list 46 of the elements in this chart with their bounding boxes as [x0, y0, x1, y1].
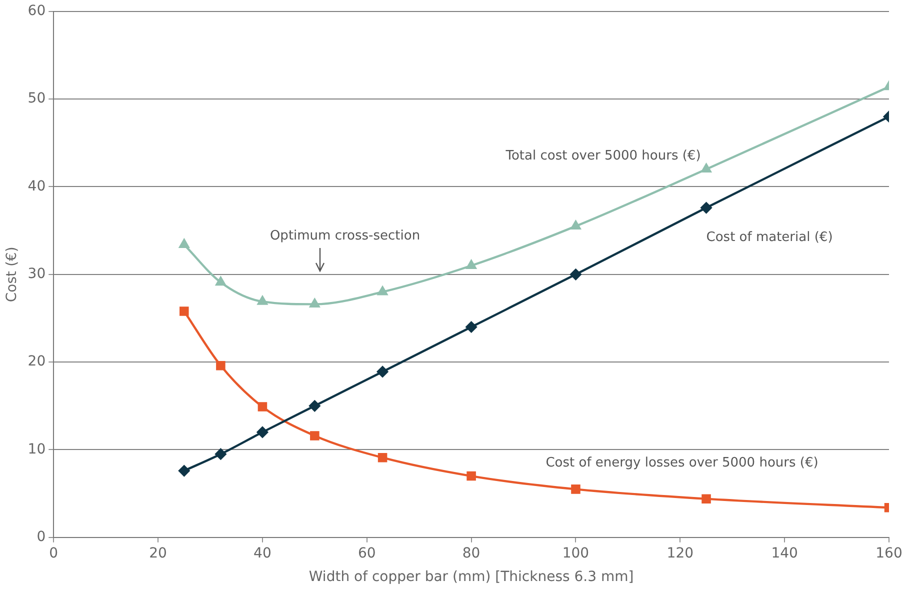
annotation: Optimum cross-section [270, 228, 420, 244]
x-tick-label: 160 [876, 545, 902, 562]
point [466, 260, 476, 269]
point [310, 298, 320, 308]
point [309, 400, 320, 412]
x-tick-label: 20 [149, 545, 167, 562]
x-tick-label: 0 [49, 545, 58, 562]
y-tick-label: 10 [28, 441, 46, 458]
point [258, 402, 268, 412]
point [378, 286, 388, 296]
point [570, 268, 582, 280]
x-tick-label: 100 [562, 545, 590, 562]
point [701, 164, 712, 173]
point [702, 494, 711, 504]
point [376, 366, 388, 378]
point [178, 465, 190, 476]
point [215, 448, 226, 460]
x-tick-label: 60 [358, 545, 376, 562]
point [466, 471, 476, 481]
x-tick-label: 80 [462, 545, 480, 562]
y-tick-label: 0 [36, 529, 46, 546]
y-tick-label: 20 [28, 354, 46, 370]
x-tick-label: 120 [666, 545, 694, 562]
y-tick-label: 60 [28, 3, 46, 20]
point [310, 431, 320, 440]
point [216, 276, 226, 286]
series-label: Cost of material (€) [706, 230, 833, 246]
x-axis-title: Width of copper bar (mm) [Thickness 6.3 mm] [308, 569, 634, 586]
point [700, 202, 712, 214]
point [179, 238, 190, 248]
point [466, 321, 477, 333]
y-tick-label: 50 [28, 90, 46, 107]
point [257, 296, 268, 305]
series-label: Total cost over 5000 hours (€) [504, 148, 701, 164]
y-tick-label: 30 [28, 266, 46, 282]
x-tick-label: 140 [771, 545, 798, 562]
point [570, 220, 581, 230]
y-tick-label: 40 [28, 178, 46, 194]
y-axis-title: Cost (€) [4, 246, 20, 302]
point [256, 426, 268, 438]
point [378, 452, 388, 462]
point [571, 484, 580, 494]
x-tick-label: 40 [254, 545, 272, 562]
point [216, 360, 226, 370]
series-label: Cost of energy losses over 5000 hours (€) [546, 456, 818, 471]
point [180, 306, 189, 316]
